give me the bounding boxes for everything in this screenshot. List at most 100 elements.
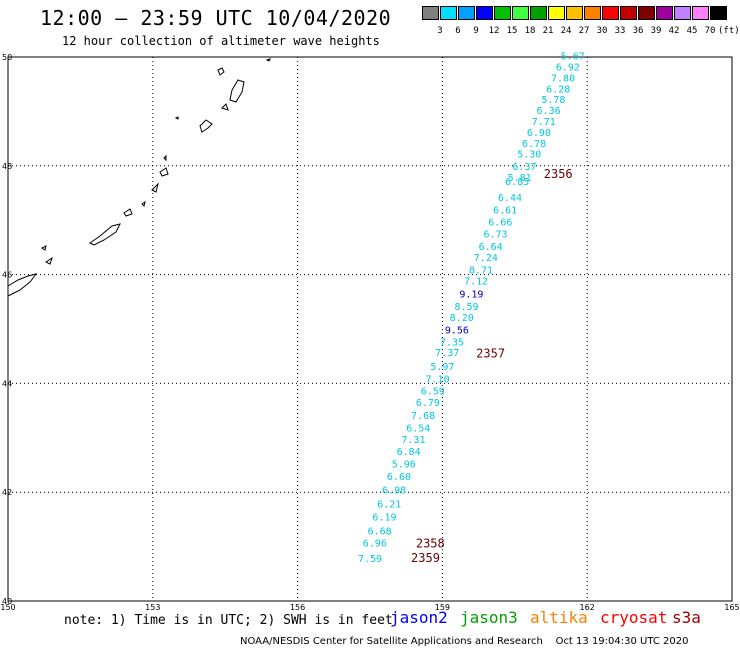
pass-time-label: 2358: [416, 537, 445, 551]
map-subtitle: 12 hour collection of altimeter wave hei…: [62, 34, 380, 48]
scale-label: 45: [686, 26, 698, 36]
scale-label: 27: [578, 26, 590, 36]
lon-tick-label: 165: [724, 603, 739, 612]
lat-tick-label: 46: [2, 271, 12, 280]
coastline-hokkaido: [7, 273, 38, 297]
lon-tick-label: 153: [145, 603, 160, 612]
lat-tick-label: 42: [2, 488, 12, 497]
graticule: [8, 57, 732, 601]
swh-value: 7.80: [551, 73, 575, 84]
scale-label: 36: [632, 26, 644, 36]
scale-swatch: [710, 6, 727, 20]
scale-swatch: [458, 6, 475, 20]
swh-value: 6.96: [363, 539, 387, 550]
swh-value: 8.20: [450, 313, 474, 324]
coastline-island-8: [151, 182, 159, 193]
map-title: 12:00 – 23:59 UTC 10/04/2020: [40, 6, 392, 30]
note-text: note: 1) Time is in UTC; 2) SWH is in fe…: [64, 613, 393, 628]
satellite-altika: altika: [530, 608, 588, 627]
swh-value: 7.59: [358, 554, 382, 565]
pass-time-label: 2359: [411, 551, 440, 565]
scale-label: 21: [542, 26, 554, 36]
scale-label: 6: [455, 26, 461, 36]
swh-value: 6.92: [556, 63, 580, 74]
swh-observations: 5.676.927.806.285.786.367.716.906.785.30…: [358, 52, 585, 565]
swh-value: 6.37: [512, 162, 536, 173]
scale-label: 3: [437, 26, 443, 36]
coastline-island-11: [89, 223, 121, 246]
coastline: [7, 58, 271, 297]
satellite-cryosat: cryosat: [600, 608, 668, 627]
coastline-island-2: [229, 79, 245, 103]
scale-label: 39: [650, 26, 662, 36]
lon-tick-label: 159: [435, 603, 450, 612]
scale-label: 70: [704, 26, 716, 36]
footer-credit: NOAA/NESDIS Center for Satellite Applica…: [240, 636, 689, 647]
swh-value: 6.85: [505, 177, 529, 188]
scale-swatch: [602, 6, 619, 20]
lat-tick-label: 44: [2, 379, 12, 388]
scale-swatch: [692, 6, 709, 20]
coastline-kamchatka-tip: [265, 58, 271, 62]
swh-value: 5.96: [392, 460, 416, 471]
swh-value: 6.61: [493, 206, 517, 217]
scale-swatch: [638, 6, 655, 20]
coastline-island-6: [163, 154, 167, 162]
swh-value: 7.37: [435, 348, 459, 359]
swh-value: 5.78: [541, 95, 565, 106]
scale-swatch: [440, 6, 457, 20]
map-frame: [7, 56, 733, 602]
swh-value: 6.66: [488, 218, 512, 229]
swh-value: 6.79: [416, 398, 440, 409]
scale-swatch: [422, 6, 439, 20]
swh-value: 6.68: [368, 527, 392, 538]
swh-value: 6.19: [372, 512, 396, 523]
scale-swatch: [674, 6, 691, 20]
swh-value: 8.59: [454, 302, 478, 313]
scale-label: 9: [473, 26, 479, 36]
swh-value: 7.71: [532, 117, 556, 128]
swh-value: 7.31: [401, 435, 425, 446]
satellite-s3a: s3a: [672, 608, 701, 627]
swh-value: 9.56: [445, 325, 469, 336]
swh-value: 6.84: [397, 447, 421, 458]
swh-value: 6.78: [522, 139, 546, 150]
scale-swatch: [566, 6, 583, 20]
swh-value: 8.71: [469, 266, 493, 277]
lon-tick-label: 162: [580, 603, 595, 612]
swh-value: 6.73: [483, 230, 507, 241]
coastline-island-5: [174, 116, 179, 120]
lat-tick-label: 48: [2, 162, 12, 171]
swh-value: 7.68: [411, 411, 435, 422]
swh-value: 7.24: [474, 253, 498, 264]
swh-value: 5.30: [517, 150, 541, 161]
scale-label: 24: [560, 26, 572, 36]
lon-tick-label: 156: [290, 603, 305, 612]
swh-value: 9.19: [459, 289, 483, 300]
swh-value: 6.98: [382, 485, 406, 496]
scale-label: 33: [614, 26, 626, 36]
scale-swatch: [476, 6, 493, 20]
scale-swatch: [512, 6, 529, 20]
swh-value: 6.60: [387, 472, 411, 483]
scale-label: 42: [668, 26, 680, 36]
scale-label: 15: [506, 26, 518, 36]
scale-swatch: [494, 6, 511, 20]
swh-value: 6.59: [421, 386, 445, 397]
pass-time-label: 2357: [476, 346, 505, 360]
swh-value: 6.21: [377, 499, 401, 510]
satellite-jason2: jason2: [390, 608, 448, 627]
lat-tick-label: 50: [2, 53, 12, 62]
scale-swatch: [656, 6, 673, 20]
scale-unit: (ft): [718, 26, 740, 36]
swh-value: 5.97: [430, 362, 454, 373]
swh-value: 6.36: [537, 106, 561, 117]
scale-swatch: [620, 6, 637, 20]
pass-time-label: 2356: [544, 167, 573, 181]
scale-label: 18: [524, 26, 536, 36]
coastline-island-3: [221, 103, 229, 111]
coastline-island-10: [123, 208, 133, 217]
scale-swatch: [530, 6, 547, 20]
